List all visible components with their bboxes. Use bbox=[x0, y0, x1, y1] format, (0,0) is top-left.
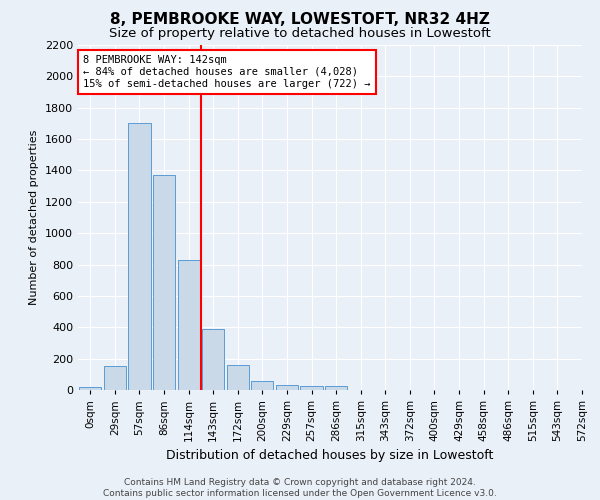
Text: 8, PEMBROOKE WAY, LOWESTOFT, NR32 4HZ: 8, PEMBROOKE WAY, LOWESTOFT, NR32 4HZ bbox=[110, 12, 490, 28]
Bar bbox=[79, 387, 101, 390]
Bar bbox=[128, 124, 151, 390]
Text: 8 PEMBROOKE WAY: 142sqm
← 84% of detached houses are smaller (4,028)
15% of semi: 8 PEMBROOKE WAY: 142sqm ← 84% of detache… bbox=[83, 56, 371, 88]
Text: Contains HM Land Registry data © Crown copyright and database right 2024.
Contai: Contains HM Land Registry data © Crown c… bbox=[103, 478, 497, 498]
Text: Size of property relative to detached houses in Lowestoft: Size of property relative to detached ho… bbox=[109, 28, 491, 40]
Bar bbox=[276, 386, 298, 390]
Bar bbox=[251, 380, 274, 390]
Bar bbox=[325, 386, 347, 390]
Y-axis label: Number of detached properties: Number of detached properties bbox=[29, 130, 40, 305]
Bar bbox=[153, 175, 175, 390]
Bar bbox=[178, 260, 200, 390]
Bar bbox=[227, 365, 249, 390]
X-axis label: Distribution of detached houses by size in Lowestoft: Distribution of detached houses by size … bbox=[166, 450, 494, 462]
Bar bbox=[301, 386, 323, 390]
Bar bbox=[202, 329, 224, 390]
Bar bbox=[104, 366, 126, 390]
